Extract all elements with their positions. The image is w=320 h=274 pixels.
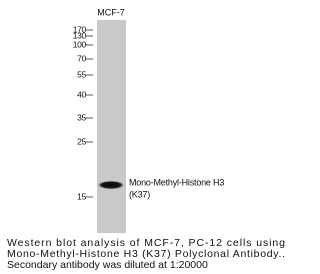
band-label: (K37) bbox=[129, 189, 150, 199]
marker-label: 100 bbox=[73, 39, 87, 49]
page: {"blot": {"lane_label": "MCF-7", "marker… bbox=[0, 0, 292, 274]
lane bbox=[97, 20, 126, 233]
marker-label: 70 bbox=[77, 53, 86, 63]
marker-label: 25 bbox=[77, 136, 86, 146]
caption-line: Secondary antibody was diluted at 1:2000… bbox=[7, 259, 208, 271]
marker-label: 55 bbox=[77, 69, 86, 79]
lane-label: MCF-7 bbox=[97, 7, 125, 17]
band-label: Mono-Methyl-Histone H3 bbox=[129, 177, 224, 187]
marker-label: 15 bbox=[77, 191, 86, 201]
band bbox=[97, 181, 125, 190]
marker-label: 35 bbox=[77, 112, 86, 122]
marker-label: 40 bbox=[77, 89, 86, 99]
